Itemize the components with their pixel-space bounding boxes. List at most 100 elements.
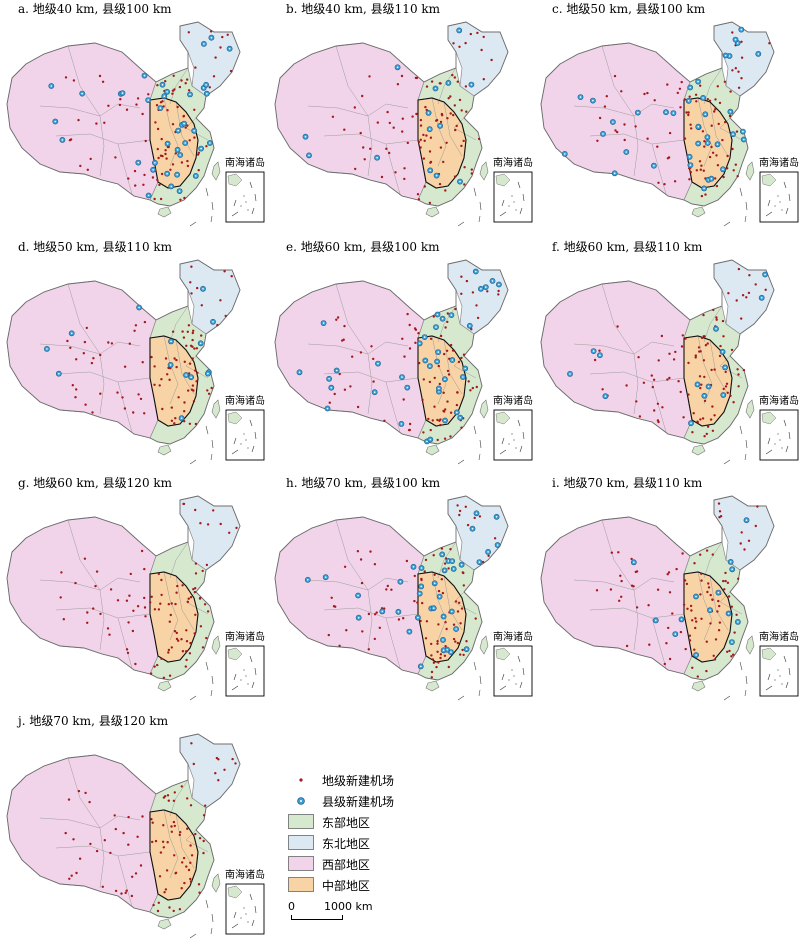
prefecture-airport-point [438, 182, 442, 186]
county-airport-point [177, 152, 184, 158]
county-airport-point [434, 311, 441, 318]
legend-label-east: 东部地区 [322, 816, 371, 830]
china-map: 南海诸岛 [6, 495, 265, 701]
maritime-boundary-dash [210, 927, 213, 935]
prefecture-airport-point [667, 626, 670, 630]
prefecture-airport-point [449, 112, 452, 115]
county-airport-point [136, 304, 142, 311]
prefecture-airport-point [663, 183, 666, 186]
county-airport-point [206, 140, 213, 146]
prefecture-airport-point [635, 606, 639, 609]
prefecture-airport-point [210, 386, 213, 390]
prefecture-airport-point [172, 74, 175, 77]
prefecture-airport-point [705, 669, 708, 673]
prefecture-airport-point [700, 164, 703, 167]
prefecture-airport-point [455, 403, 459, 407]
province-boundary [323, 133, 419, 145]
prefecture-airport-point [208, 86, 211, 89]
prefecture-airport-point [181, 861, 184, 864]
prefecture-airport-point [706, 425, 710, 428]
prefecture-airport-point [193, 347, 196, 350]
county-airport-point [181, 120, 187, 127]
prefecture-airport-point [737, 385, 740, 388]
scale-zero-label: 0 [288, 900, 295, 913]
prefecture-airport-point [726, 581, 730, 584]
prefecture-airport-point [185, 629, 188, 632]
province-boundary [163, 809, 179, 879]
prefecture-airport-point [86, 621, 89, 624]
prefecture-airport-point [694, 356, 697, 359]
prefecture-airport-point [679, 630, 683, 634]
prefecture-airport-point [727, 595, 731, 598]
prefecture-airport-point [446, 369, 450, 373]
prefecture-airport-point [687, 393, 690, 396]
maritime-boundary-dash [211, 913, 214, 923]
prefecture-airport-point [156, 127, 160, 131]
prefecture-airport-point [192, 762, 195, 766]
county-airport-point [371, 389, 378, 396]
prefecture-airport-point [698, 160, 702, 163]
prefecture-airport-point [487, 554, 490, 557]
prefecture-airport-point [103, 121, 106, 125]
prefecture-airport-point [158, 183, 161, 187]
prefecture-airport-point [430, 670, 434, 674]
south-china-sea-inset [759, 171, 799, 223]
prefecture-airport-point [440, 578, 443, 581]
prefecture-airport-point [137, 393, 140, 396]
prefecture-airport-point [134, 184, 137, 187]
prefecture-airport-point [407, 428, 411, 432]
west-region [6, 280, 159, 439]
prefecture-airport-point [71, 384, 75, 387]
prefecture-airport-point [207, 392, 211, 395]
prefecture-airport-point [385, 588, 388, 591]
prefecture-airport-point [437, 589, 441, 593]
province-boundary [99, 827, 105, 889]
prefecture-airport-point [737, 70, 740, 73]
prefecture-airport-point [445, 141, 448, 144]
prefecture-airport-point [436, 438, 439, 442]
county-airport-point [204, 370, 211, 377]
county-airport-point [701, 392, 708, 399]
prefecture-airport-point [713, 110, 716, 113]
county-airport-point [738, 26, 745, 33]
maritime-boundary-dash [739, 187, 743, 197]
province-boundary [651, 617, 667, 669]
prefecture-airport-point [108, 633, 111, 636]
county-airport-point [416, 340, 423, 347]
prefecture-airport-point [154, 839, 158, 843]
panel-title: j. 地级70 km, 县级120 km [18, 714, 169, 728]
prefecture-airport-point [130, 894, 134, 898]
prefecture-airport-point [181, 330, 184, 333]
prefecture-airport-point [452, 42, 455, 45]
county-airport-point [482, 284, 489, 290]
prefecture-airport-point [666, 157, 670, 160]
prefecture-airport-point [151, 821, 154, 824]
prefecture-airport-point [453, 104, 456, 107]
prefecture-airport-point [189, 596, 193, 599]
county-airport-point [450, 566, 457, 572]
prefecture-airport-point [457, 360, 461, 364]
prefecture-airport-point [449, 435, 452, 438]
county-airport-point [197, 340, 204, 347]
prefecture-airport-point [697, 346, 701, 349]
maritime-boundary-dash [745, 439, 748, 449]
prefecture-airport-point [186, 600, 190, 604]
prefecture-airport-point [656, 588, 660, 591]
prefecture-airport-point [438, 419, 441, 422]
province-boundary [367, 353, 373, 415]
county-airport-point [145, 192, 152, 199]
county-airport-point [610, 119, 616, 125]
prefecture-airport-point [165, 869, 169, 872]
county-airport-point [494, 542, 501, 548]
county-airport-point [762, 271, 768, 278]
central-region-outline [683, 571, 733, 663]
prefecture-airport-point [106, 627, 110, 630]
prefecture-airport-point [456, 504, 459, 507]
prefecture-airport-point [635, 400, 638, 403]
prefecture-airport-point [224, 314, 227, 318]
prefecture-airport-point [730, 605, 733, 608]
hainan-island [425, 444, 440, 456]
prefecture-airport-point [721, 138, 724, 142]
county-airport-point [732, 36, 739, 43]
prefecture-airport-point [727, 292, 730, 295]
